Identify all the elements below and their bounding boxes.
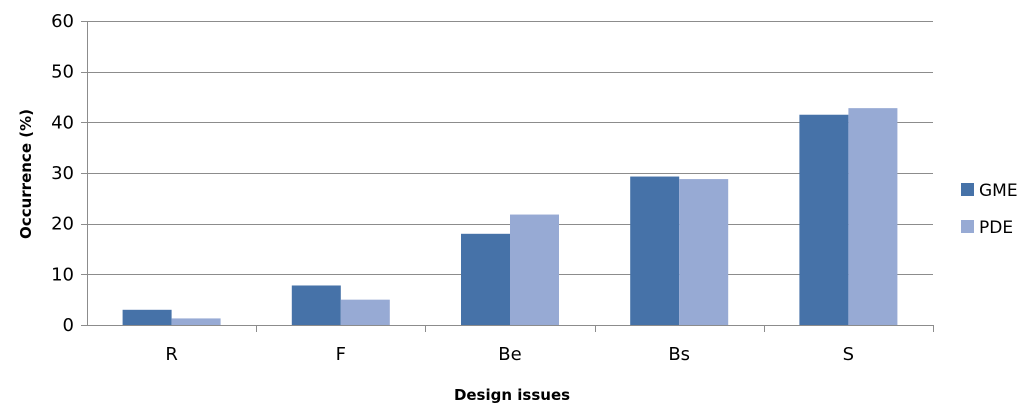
x-tick-label: Be — [498, 344, 521, 365]
x-axis-title: Design issues — [454, 386, 570, 404]
bar-gme-bs — [630, 176, 680, 325]
x-tick-label: R — [165, 344, 178, 365]
y-tick-label: 40 — [51, 112, 74, 133]
bar-gme-s — [799, 114, 849, 325]
y-tick-label: 50 — [51, 62, 74, 83]
y-tick-label: 20 — [51, 214, 74, 235]
bar-pde-be — [510, 214, 559, 325]
gridlines — [87, 21, 933, 275]
bar-pde-s — [848, 108, 898, 325]
x-tick-label: S — [843, 344, 854, 365]
tick-labels: 0 10 20 30 40 50 60 R F Be Bs S — [51, 11, 854, 365]
bar-pde-r — [171, 318, 221, 325]
bar-pde-f — [340, 299, 390, 325]
bar-gme-be — [461, 233, 510, 325]
legend-swatch-gme — [961, 183, 974, 196]
y-axis-title: Occurrence (%) — [17, 109, 35, 239]
bar-gme-f — [291, 285, 341, 325]
legend: GME PDE — [961, 181, 1018, 238]
bars — [122, 108, 898, 325]
y-tick-label: 60 — [51, 11, 74, 32]
x-tick-label: Bs — [668, 344, 690, 365]
axes — [81, 21, 934, 332]
x-tick-label: F — [336, 344, 346, 365]
y-tick-label: 10 — [51, 264, 74, 285]
bar-pde-bs — [679, 179, 729, 325]
legend-swatch-pde — [961, 220, 974, 233]
legend-label: GME — [979, 181, 1018, 201]
y-tick-label: 30 — [51, 163, 74, 184]
legend-label: PDE — [979, 218, 1013, 238]
y-tick-label: 0 — [63, 315, 74, 336]
bar-gme-r — [122, 309, 172, 325]
